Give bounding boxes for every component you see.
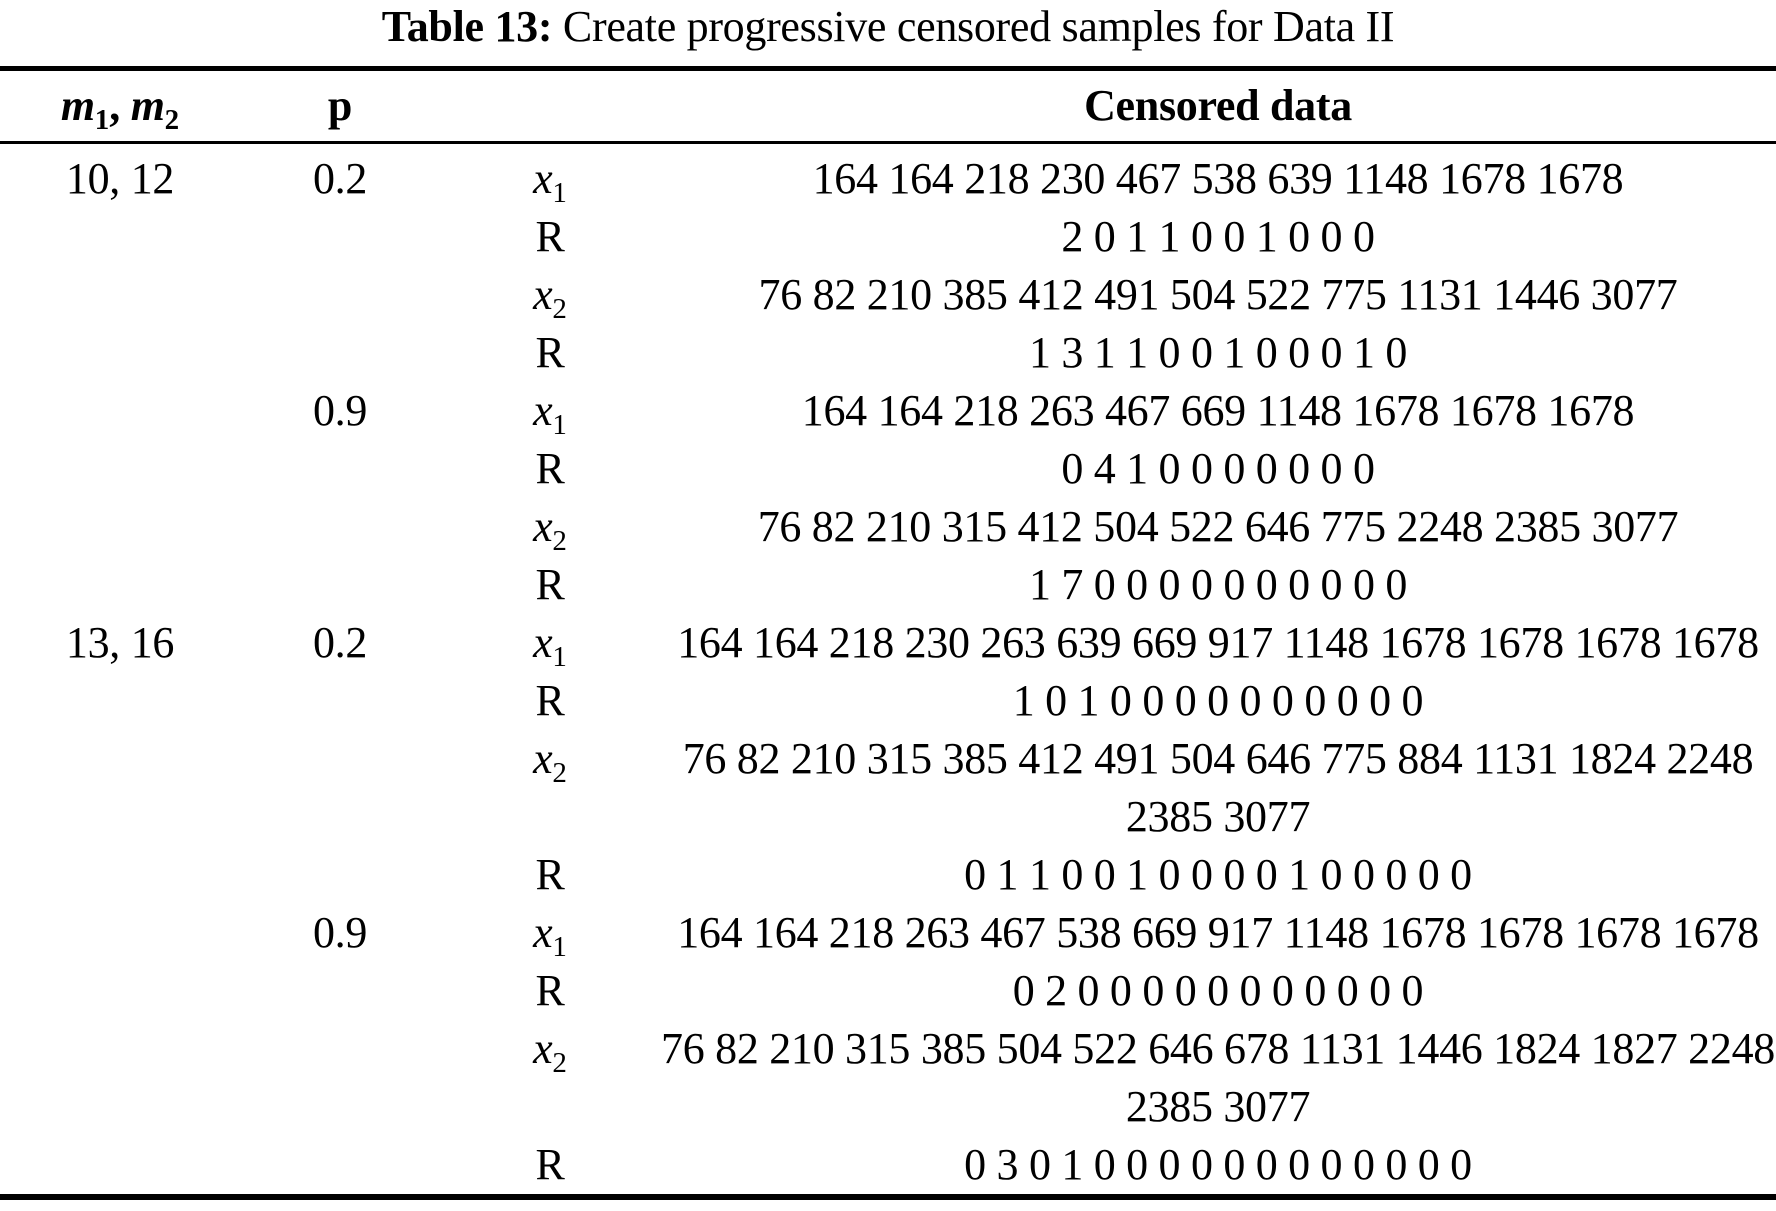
series-label: x1 <box>533 908 567 963</box>
table-row: R 2 0 1 1 0 0 1 0 0 0 <box>0 208 1776 266</box>
censored-data-values: 0 1 1 0 0 1 0 0 0 0 1 0 0 0 0 0 <box>964 850 1472 899</box>
top-rule <box>0 66 1776 71</box>
p-value: 0.2 <box>312 618 368 667</box>
p-value <box>240 846 440 904</box>
series-label: x1 <box>533 618 567 673</box>
censored-data-values: 76 82 210 315 385 504 522 646 678 1131 1… <box>661 1024 1775 1131</box>
table-row: 13, 16 0.2 x1 164 164 218 230 263 639 66… <box>0 614 1776 672</box>
series-label: x2 <box>533 270 567 325</box>
m-value: 13, 16 <box>65 618 175 667</box>
censored-data-values: 2 0 1 1 0 0 1 0 0 0 <box>1061 212 1375 261</box>
table-row: R 1 0 1 0 0 0 0 0 0 0 0 0 0 <box>0 672 1776 730</box>
series-label: R <box>535 444 565 493</box>
table-row: x2 76 82 210 315 412 504 522 646 775 224… <box>0 498 1776 556</box>
p-value <box>240 498 440 556</box>
p-value <box>240 672 440 730</box>
bottom-rule <box>0 1194 1776 1200</box>
table-row: R 0 4 1 0 0 0 0 0 0 0 <box>0 440 1776 498</box>
censored-data-values: 1 0 1 0 0 0 0 0 0 0 0 0 0 <box>1012 676 1424 725</box>
header-p: p <box>327 81 353 130</box>
m-value <box>0 904 240 962</box>
series-label: R <box>535 966 565 1015</box>
p-value <box>240 324 440 382</box>
p-value: 0.2 <box>312 154 368 203</box>
series-label: x2 <box>533 502 567 557</box>
p-value <box>240 730 440 846</box>
table-row: 10, 12 0.2 x1 164 164 218 230 467 538 63… <box>0 150 1776 208</box>
series-label: R <box>535 328 565 377</box>
censored-data-values: 164 164 218 263 467 669 1148 1678 1678 1… <box>801 386 1635 435</box>
p-value <box>240 962 440 1020</box>
m-value <box>0 382 240 440</box>
censored-data-values: 76 82 210 315 412 504 522 646 775 2248 2… <box>757 502 1679 551</box>
m-value <box>0 730 240 846</box>
m-value <box>0 556 240 614</box>
header-rule <box>0 141 1776 144</box>
table-row: R 0 3 0 1 0 0 0 0 0 0 0 0 0 0 0 0 <box>0 1136 1776 1194</box>
m-value <box>0 498 240 556</box>
censored-data-values: 1 7 0 0 0 0 0 0 0 0 0 0 <box>1028 560 1408 609</box>
table-row: R 1 7 0 0 0 0 0 0 0 0 0 0 <box>0 556 1776 614</box>
censored-data-values: 164 164 218 230 263 639 669 917 1148 167… <box>677 618 1759 667</box>
series-label: R <box>535 212 565 261</box>
series-label: x1 <box>533 154 567 209</box>
m-value <box>0 1136 240 1194</box>
series-label: x2 <box>533 734 567 789</box>
table-row: R 1 3 1 1 0 0 1 0 0 0 1 0 <box>0 324 1776 382</box>
table-row: 0.9 x1 164 164 218 263 467 669 1148 1678… <box>0 382 1776 440</box>
p-value <box>240 1136 440 1194</box>
m-value <box>0 266 240 324</box>
p-value <box>240 1020 440 1136</box>
censored-data-values: 164 164 218 263 467 538 669 917 1148 167… <box>677 908 1759 957</box>
censored-data-values: 76 82 210 385 412 491 504 522 775 1131 1… <box>758 270 1678 319</box>
header-censored-data: Censored data <box>1084 81 1352 130</box>
p-value <box>240 440 440 498</box>
table-number: Table 13: <box>381 2 553 51</box>
table-row: R 0 2 0 0 0 0 0 0 0 0 0 0 0 <box>0 962 1776 1020</box>
m-value <box>0 1020 240 1136</box>
series-label: R <box>535 850 565 899</box>
m-value <box>0 672 240 730</box>
series-label: R <box>535 676 565 725</box>
p-value <box>240 208 440 266</box>
p-value: 0.9 <box>312 386 368 435</box>
m-value <box>0 440 240 498</box>
m-value <box>0 324 240 382</box>
header-m1-m2: m1, m2 <box>60 81 180 136</box>
p-value <box>240 266 440 324</box>
table-caption-text: Create progressive censored samples for … <box>552 2 1395 51</box>
table-row: R 0 1 1 0 0 1 0 0 0 0 1 0 0 0 0 0 <box>0 846 1776 904</box>
censored-data-values: 0 2 0 0 0 0 0 0 0 0 0 0 0 <box>1012 966 1424 1015</box>
censored-data-values: 164 164 218 230 467 538 639 1148 1678 16… <box>812 154 1624 203</box>
series-label: x2 <box>533 1024 567 1079</box>
m-value <box>0 208 240 266</box>
table-body: 10, 12 0.2 x1 164 164 218 230 467 538 63… <box>0 144 1776 1194</box>
series-label: x1 <box>533 386 567 441</box>
table-row: 0.9 x1 164 164 218 263 467 538 669 917 1… <box>0 904 1776 962</box>
m-value: 10, 12 <box>65 154 175 203</box>
header-spacer <box>440 71 660 141</box>
table-caption: Table 13: Create progressive censored sa… <box>0 0 1776 56</box>
table-row: x2 76 82 210 385 412 491 504 522 775 113… <box>0 266 1776 324</box>
table-header-row: m1, m2 p Censored data <box>0 71 1776 141</box>
table-row: x2 76 82 210 315 385 504 522 646 678 113… <box>0 1020 1776 1136</box>
p-value: 0.9 <box>312 908 368 957</box>
m-value <box>0 962 240 1020</box>
table-row: x2 76 82 210 315 385 412 491 504 646 775… <box>0 730 1776 846</box>
series-label: R <box>535 1140 565 1189</box>
censored-data-values: 76 82 210 315 385 412 491 504 646 775 88… <box>682 734 1754 841</box>
censored-data-values: 0 3 0 1 0 0 0 0 0 0 0 0 0 0 0 0 <box>964 1140 1472 1189</box>
series-label: R <box>535 560 565 609</box>
censored-data-values: 0 4 1 0 0 0 0 0 0 0 <box>1061 444 1375 493</box>
p-value <box>240 556 440 614</box>
m-value <box>0 846 240 904</box>
censored-data-values: 1 3 1 1 0 0 1 0 0 0 1 0 <box>1028 328 1408 377</box>
